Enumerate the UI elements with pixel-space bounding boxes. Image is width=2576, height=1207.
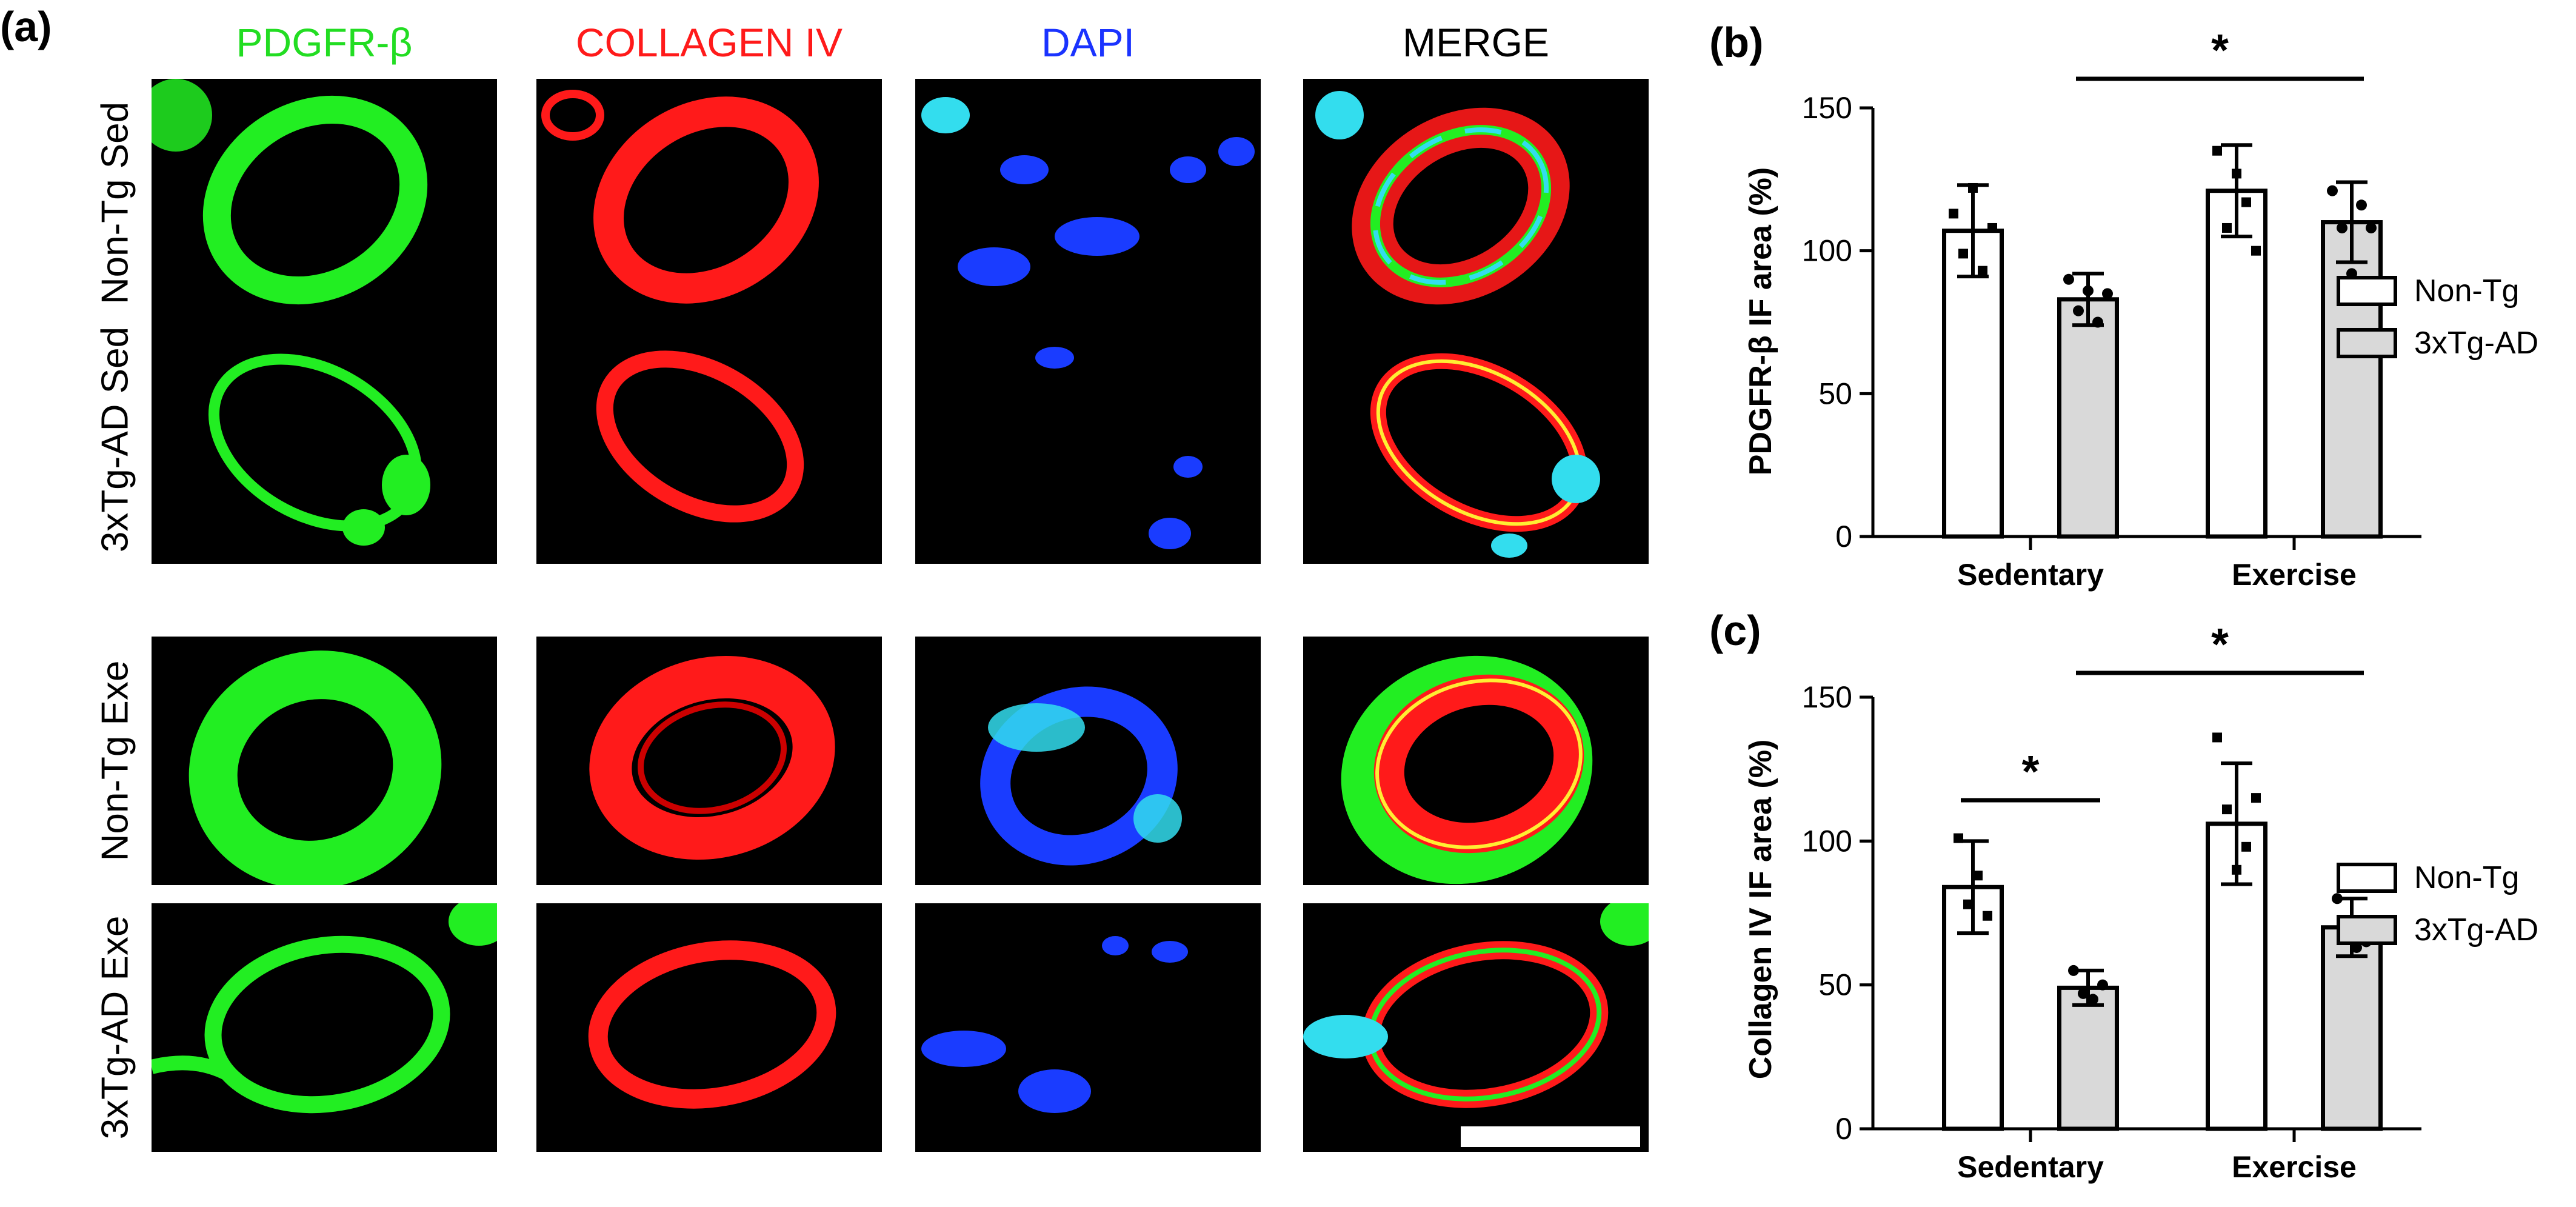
micrograph-nontg-exe-collagen <box>536 637 882 885</box>
data-point <box>1963 899 1973 909</box>
y-axis-title-collagen-iv: Collagen IV IF area (%) <box>1743 739 1778 1080</box>
data-point <box>2232 864 2241 875</box>
micrograph-3xtg-exe-dapi <box>915 903 1261 1152</box>
x-tick-label: Sedentary <box>1957 558 2104 592</box>
micrograph-nontg-exe-pdgfrb <box>152 637 497 885</box>
data-point <box>2097 979 2108 991</box>
y-tick-label: 0 <box>1835 1112 1852 1146</box>
data-point <box>2356 199 2367 211</box>
data-point <box>1958 249 1968 259</box>
scale-bar <box>1461 1126 1640 1147</box>
x-tick-label: Sedentary <box>1957 1150 2104 1184</box>
significance-label: * <box>2211 619 2229 669</box>
micrograph-3xtg-exe-collagen <box>536 903 882 1152</box>
legend-label-3xtg: 3xTg-AD <box>2414 326 2539 361</box>
data-point <box>2327 185 2338 196</box>
data-point <box>2078 988 2089 999</box>
legend-swatch-nontg <box>2337 863 2397 893</box>
legend-swatch-3xtg <box>2337 915 2397 945</box>
column-header-merge: MERGE <box>1402 20 1550 65</box>
data-point <box>2222 804 2232 815</box>
y-tick-label: 150 <box>1802 680 1852 714</box>
panel-label-c: (c) <box>1709 607 1761 654</box>
micrograph-nontg-sed-collagen <box>536 79 882 327</box>
y-tick-label: 0 <box>1835 520 1852 553</box>
micrograph-nontg-exe-dapi <box>915 637 1261 885</box>
data-point <box>2337 222 2347 233</box>
data-point <box>2087 994 2098 1005</box>
column-header-collagen-iv: COLLAGEN IV <box>575 20 843 65</box>
micrograph-nontg-sed-merge <box>1303 79 1649 327</box>
y-tick-label: 50 <box>1818 376 1852 410</box>
micrograph-3xtg-sed-collagen <box>536 315 882 564</box>
data-point <box>2332 893 2343 904</box>
data-point <box>1983 911 1992 921</box>
micrograph-nontg-sed-dapi <box>915 79 1261 327</box>
legend-item-nontg: Non-Tg <box>2337 272 2538 310</box>
panel-label-a: (a) <box>0 3 52 50</box>
data-point <box>2241 197 2251 207</box>
micrograph-nontg-sed-pdgfrb <box>152 79 497 327</box>
legend-label-3xtg: 3xTg-AD <box>2414 912 2539 948</box>
data-point <box>2212 732 2222 743</box>
data-point <box>1954 833 1963 843</box>
legend-item-nontg: Non-Tg <box>2337 858 2538 897</box>
y-tick-label: 150 <box>1802 91 1852 125</box>
data-point <box>2232 169 2241 179</box>
data-point <box>2366 222 2377 233</box>
significance-label: * <box>2211 25 2229 75</box>
micrograph-3xtg-sed-pdgfrb <box>152 315 497 564</box>
data-point <box>2092 316 2103 328</box>
data-point <box>2063 273 2074 285</box>
data-point <box>2251 793 2261 803</box>
y-tick-label: 100 <box>1802 234 1852 268</box>
panel-label-b: (b) <box>1709 19 1764 66</box>
legend-item-3xtg: 3xTg-AD <box>2337 324 2538 363</box>
bar <box>1942 229 2004 539</box>
legend-collagen-iv: Non-Tg 3xTg-AD <box>2337 858 2538 963</box>
legend-label-nontg: Non-Tg <box>2414 860 2520 895</box>
micrograph-3xtg-sed-dapi <box>915 315 1261 564</box>
data-point <box>2083 285 2094 296</box>
micrograph-3xtg-sed-merge <box>1303 315 1649 564</box>
data-point <box>1968 182 1978 193</box>
legend-swatch-3xtg <box>2337 328 2397 358</box>
legend-label-nontg: Non-Tg <box>2414 273 2520 309</box>
micrograph-3xtg-exe-merge <box>1303 903 1649 1152</box>
data-point <box>1973 871 1983 881</box>
data-point <box>2073 305 2084 316</box>
legend-pdgfrb: Non-Tg 3xTg-AD <box>2337 272 2538 376</box>
data-point <box>1987 222 1997 233</box>
data-point <box>2241 841 2251 852</box>
micrograph-nontg-exe-merge <box>1303 637 1649 885</box>
data-point <box>2212 145 2222 156</box>
y-tick-label: 50 <box>1818 968 1852 1002</box>
data-point <box>2068 965 2079 976</box>
data-point <box>1978 266 1987 276</box>
bar <box>2057 985 2119 1131</box>
x-tick-label: Exercise <box>2232 558 2357 592</box>
y-tick-label: 100 <box>1802 824 1852 858</box>
x-tick-label: Exercise <box>2232 1150 2357 1184</box>
legend-swatch-nontg <box>2337 276 2397 306</box>
column-header-dapi: DAPI <box>1041 20 1135 65</box>
data-point <box>1949 209 1958 219</box>
data-point <box>2102 288 2113 299</box>
significance-label: * <box>2022 746 2040 797</box>
column-header-pdgfrb: PDGFR-β <box>236 20 413 65</box>
micrograph-3xtg-exe-pdgfrb <box>152 903 497 1152</box>
data-point <box>2251 246 2261 256</box>
data-point <box>2222 222 2232 233</box>
legend-item-3xtg: 3xTg-AD <box>2337 911 2538 949</box>
